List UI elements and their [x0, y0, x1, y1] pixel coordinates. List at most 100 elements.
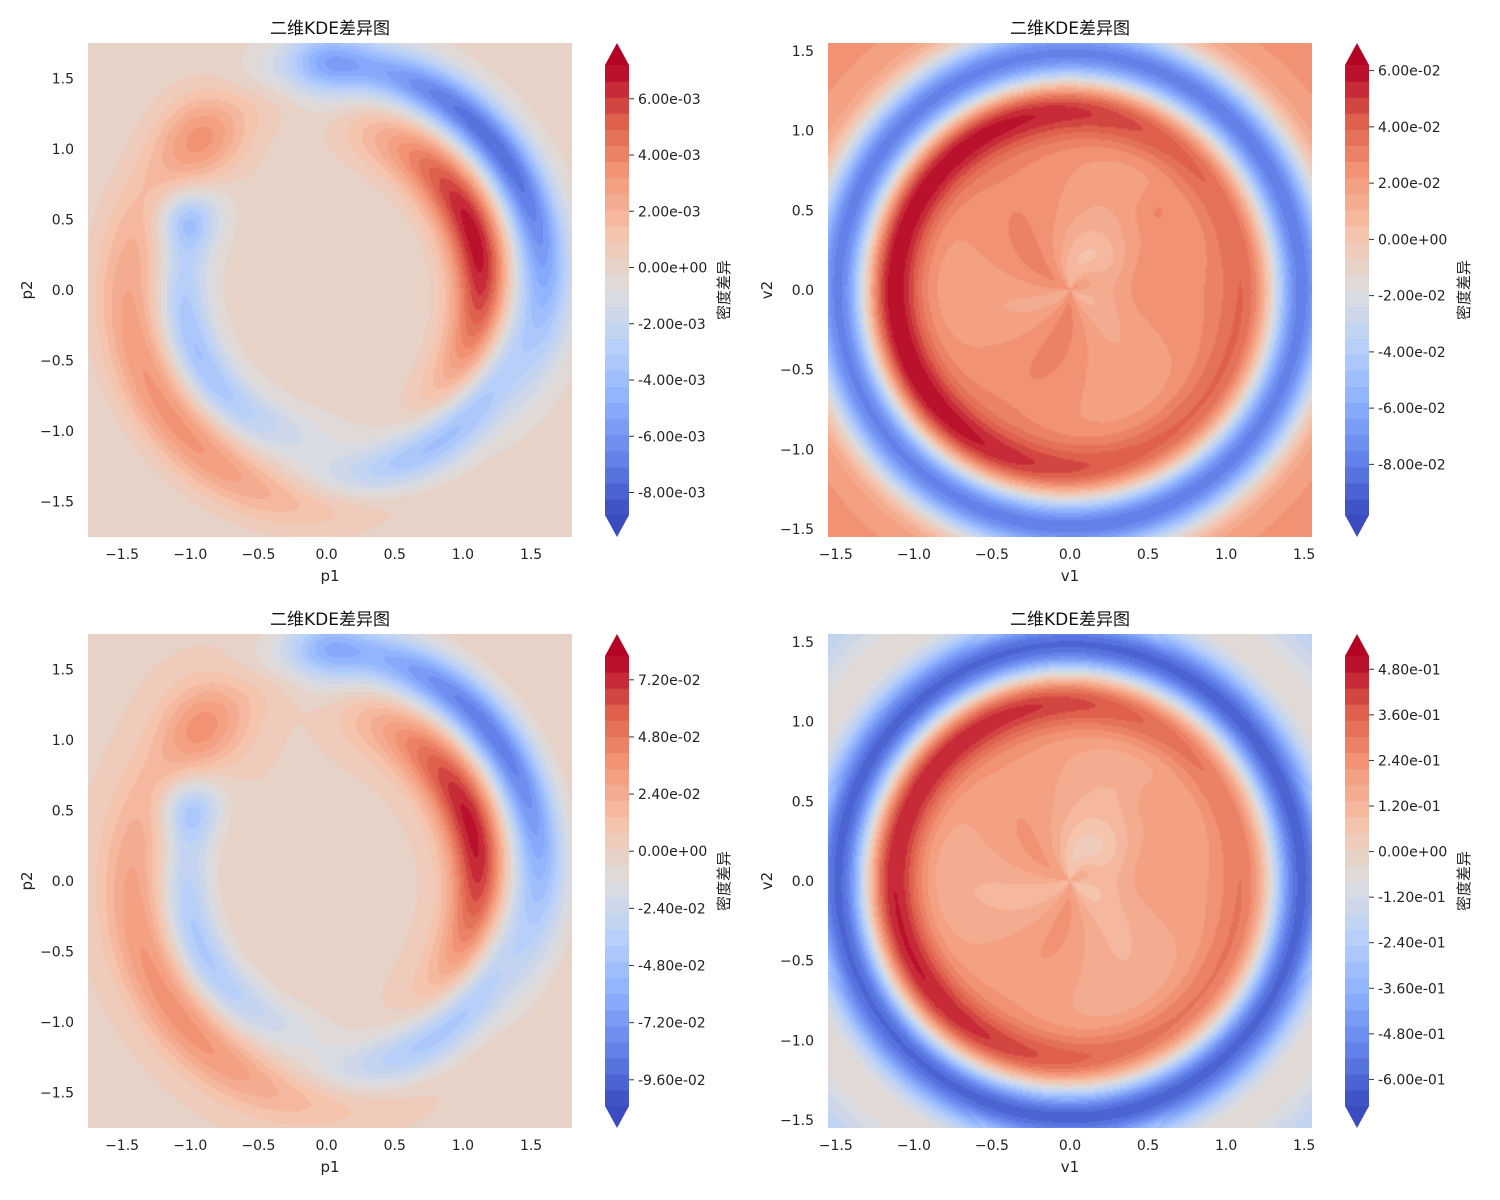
colorbar-band [1345, 929, 1369, 946]
y-tick-label: −0.5 [780, 363, 814, 379]
colorbar-tick-label: -2.00e-02 [1378, 289, 1446, 305]
y-tick-label: 1.5 [792, 44, 814, 60]
colorbar-band [605, 720, 629, 737]
colorbar-band [605, 1057, 629, 1075]
x-tick-label: 0.0 [315, 1138, 337, 1154]
colorbar-band [1345, 672, 1369, 689]
x-tick-label: −0.5 [975, 547, 1009, 563]
colorbar-tick-label: -2.40e-01 [1378, 936, 1446, 952]
colorbar-tick-label: 0.00e+00 [1378, 232, 1447, 248]
colorbar-tick-label: -4.00e-02 [1378, 345, 1446, 361]
colorbar-band [1345, 784, 1369, 802]
colorbar-tick-label: 3.60e-01 [1378, 708, 1441, 724]
colorbar-band [605, 257, 629, 275]
y-tick-label: 0.0 [52, 874, 74, 890]
colorbar-band [1345, 225, 1369, 243]
y-tick-label: 0.0 [792, 874, 814, 890]
colorbar-band [605, 1025, 629, 1043]
colorbar-3: -6.00e-01 -4.80e-01 -3.60e-01 -2.40e-01 -1.2… [1345, 634, 1473, 1128]
y-tick-label: 1.5 [52, 662, 74, 678]
colorbar-band [605, 816, 629, 834]
colorbar-extend-max [1345, 634, 1369, 656]
y-tick-label: −1.5 [40, 1086, 74, 1102]
colorbar-band [605, 800, 629, 818]
colorbar-tick-label: 4.00e-02 [1378, 120, 1441, 136]
colorbar-band [605, 1009, 629, 1027]
colorbar-tick-label: -4.80e-01 [1378, 1027, 1446, 1043]
colorbar-label: 密度差异 [1455, 260, 1473, 320]
colorbar-band [1345, 768, 1369, 786]
colorbar-band [605, 322, 629, 339]
x-tick-label: 1.0 [1215, 547, 1237, 563]
colorbar-band [1345, 322, 1369, 339]
colorbar-band [1345, 466, 1369, 484]
colorbar-band [1345, 177, 1369, 195]
colorbar-band [1345, 881, 1369, 898]
x-tick-label: 0.5 [1137, 547, 1159, 563]
x-tick-label: 1.5 [1293, 1138, 1315, 1154]
colorbar-band [605, 1073, 629, 1091]
subplot-1: 二维KDE差异图 −1.5 −1.0 −0.5 0.0 0.5 1.0 1.5 −1.5 −1.0… [758, 19, 1315, 585]
colorbar-band [1345, 418, 1369, 436]
y-tick-label: 1.5 [792, 635, 814, 651]
colorbar-band [1345, 736, 1369, 754]
colorbar-band [1345, 129, 1369, 146]
colorbar-band [605, 145, 629, 163]
colorbar-tick-label: -8.00e-02 [1378, 457, 1446, 473]
colorbar-band [1345, 209, 1369, 227]
colorbar-band [1345, 402, 1369, 420]
x-tick-label: −1.0 [897, 547, 931, 563]
colorbar-band [605, 961, 629, 979]
colorbar-extend-max [1345, 43, 1369, 65]
colorbar-band [605, 498, 629, 516]
colorbar-tick-label: 2.00e-03 [638, 204, 701, 220]
colorbar-band [605, 434, 629, 452]
colorbar-extend-min [605, 515, 629, 537]
colorbar-band [1345, 354, 1369, 371]
colorbar-band [605, 752, 629, 770]
y-tick-label: −1.0 [40, 1015, 74, 1031]
colorbar-band [1345, 1025, 1369, 1043]
colorbar-band [605, 913, 629, 930]
colorbar-tick-label: 6.00e-02 [1378, 64, 1441, 80]
colorbar-band [605, 929, 629, 946]
x-tick-label: 0.0 [1059, 1138, 1081, 1154]
heatmap-surface-3 [828, 634, 1312, 1128]
y-tick-label: 0.5 [52, 803, 74, 819]
colorbar-0: -8.00e-03 -6.00e-03 -4.00e-03 -2.00e-03 0.00… [605, 43, 733, 537]
colorbar-band [605, 450, 629, 468]
colorbar-band [605, 897, 629, 914]
colorbar-2: -9.60e-02 -7.20e-02 -4.80e-02 -2.40e-02 0.00… [605, 634, 733, 1128]
x-tick-label: 1.5 [520, 1138, 542, 1154]
y-tick-label: −1.5 [40, 495, 74, 511]
colorbar-band [605, 241, 629, 259]
subplot-3: 二维KDE差异图 −1.5 −1.0 −0.5 0.0 0.5 1.0 1.5 −1.5 −1.0… [758, 610, 1315, 1176]
colorbar-tick-label: -1.20e-01 [1378, 890, 1446, 906]
colorbar-band [1345, 338, 1369, 355]
y-tick-label: 1.0 [792, 124, 814, 140]
colorbar-band [1345, 241, 1369, 259]
x-tick-label: 0.5 [384, 1138, 406, 1154]
colorbar-band [1345, 65, 1369, 82]
colorbar-band [1345, 897, 1369, 914]
colorbar-band [605, 848, 629, 866]
colorbar-band [605, 193, 629, 211]
colorbar-tick-label: -2.00e-03 [638, 317, 706, 333]
colorbar-band [1345, 993, 1369, 1011]
colorbar-band [1345, 961, 1369, 979]
y-tick-label: 1.0 [52, 733, 74, 749]
colorbar-band [1345, 257, 1369, 275]
x-tick-label: −0.5 [241, 547, 275, 563]
colorbar-label: 密度差异 [1455, 851, 1473, 911]
y-tick-label: 1.5 [52, 71, 74, 87]
x-tick-label: −0.5 [975, 1138, 1009, 1154]
x-tick-label: 0.5 [384, 547, 406, 563]
x-tick-label: 0.0 [1059, 547, 1081, 563]
colorbar-band [1345, 290, 1369, 307]
colorbar-band [605, 290, 629, 307]
x-axis-label: p1 [320, 567, 339, 585]
x-tick-label: −1.5 [819, 1138, 853, 1154]
colorbar-band [605, 370, 629, 388]
y-axis-label: v2 [758, 872, 776, 890]
colorbar-tick-label: 2.00e-02 [1378, 176, 1441, 192]
